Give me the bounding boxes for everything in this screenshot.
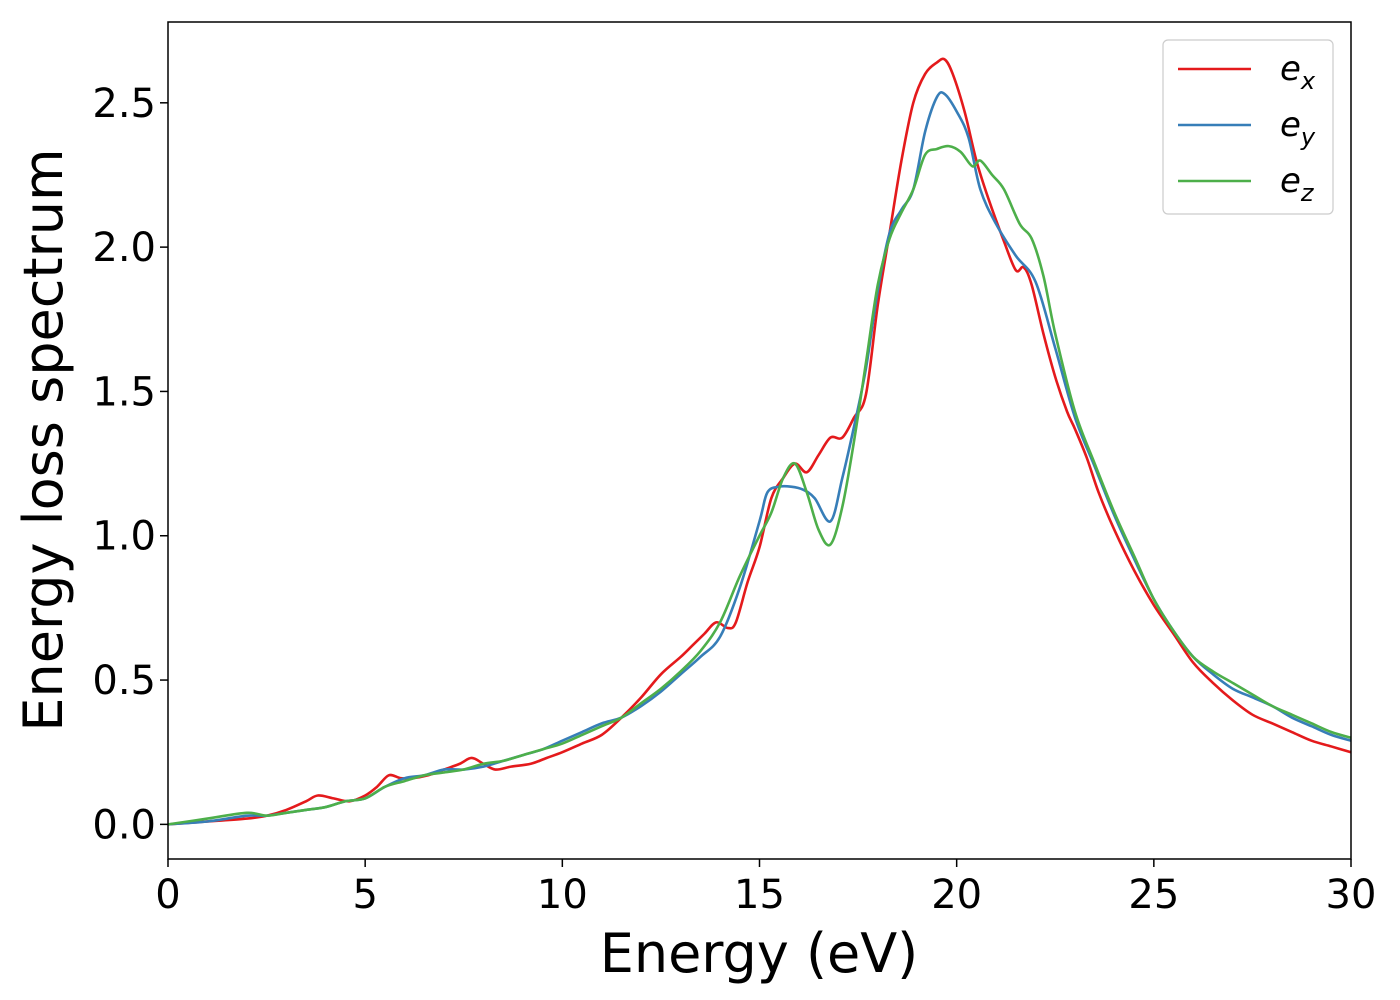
legend-label-e-z: ez bbox=[1280, 161, 1315, 207]
legend: ex ey ez bbox=[1162, 39, 1334, 215]
y-tick-label: 0.5 bbox=[92, 658, 156, 704]
y-tick-label: 0.0 bbox=[92, 802, 156, 848]
x-tick-label: 15 bbox=[734, 872, 785, 918]
x-tick-label: 20 bbox=[931, 872, 982, 918]
y-tick-label: 2.5 bbox=[92, 81, 156, 127]
x-tick-label: 5 bbox=[352, 872, 377, 918]
x-axis-label: Energy (eV) bbox=[600, 922, 919, 985]
y-tick-label: 2.0 bbox=[92, 225, 156, 271]
legend-box bbox=[1162, 39, 1334, 215]
legend-label-e-y: ey bbox=[1280, 105, 1316, 151]
series-layer bbox=[167, 57, 1352, 826]
series-line-e-z bbox=[167, 144, 1352, 826]
x-tick-label: 10 bbox=[537, 872, 588, 918]
y-tick-label: 1.5 bbox=[92, 369, 156, 415]
x-axis: 0 5 10 15 20 25 30 bbox=[155, 859, 1376, 918]
legend-label-e-x: ex bbox=[1280, 49, 1316, 95]
y-axis: 0.0 0.5 1.0 1.5 2.0 2.5 bbox=[92, 81, 168, 848]
x-tick-label: 0 bbox=[155, 872, 180, 918]
x-tick-label: 30 bbox=[1326, 872, 1377, 918]
x-tick-label: 25 bbox=[1128, 872, 1179, 918]
y-tick-label: 1.0 bbox=[92, 514, 156, 560]
y-axis-label: Energy loss spectrum bbox=[12, 148, 75, 731]
